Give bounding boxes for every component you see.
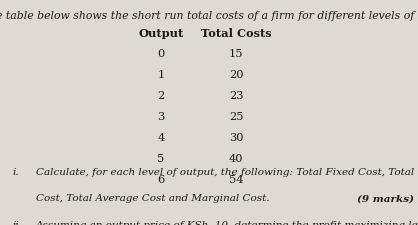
Text: 54: 54 bbox=[229, 175, 243, 184]
Text: 20: 20 bbox=[229, 70, 243, 80]
Text: 15: 15 bbox=[229, 49, 243, 59]
Text: 5: 5 bbox=[157, 154, 165, 164]
Text: i.: i. bbox=[13, 168, 19, 177]
Text: 6: 6 bbox=[157, 175, 165, 184]
Text: 23: 23 bbox=[229, 91, 243, 101]
Text: Total Costs: Total Costs bbox=[201, 28, 271, 39]
Text: (9 marks): (9 marks) bbox=[357, 194, 414, 202]
Text: 30: 30 bbox=[229, 133, 243, 143]
Text: 40: 40 bbox=[229, 154, 243, 164]
Text: 25: 25 bbox=[229, 112, 243, 122]
Text: 1: 1 bbox=[157, 70, 165, 80]
Text: Output: Output bbox=[138, 28, 184, 39]
Text: 3: 3 bbox=[157, 112, 165, 122]
Text: a)  The table below shows the short run total costs of a firm for different leve: a) The table below shows the short run t… bbox=[0, 10, 418, 21]
Text: Cost, Total Average Cost and Marginal Cost.: Cost, Total Average Cost and Marginal Co… bbox=[36, 194, 269, 202]
Text: 4: 4 bbox=[157, 133, 165, 143]
Text: Calculate, for each level of output, the following: Total Fixed Cost, Total Vari: Calculate, for each level of output, the… bbox=[36, 168, 418, 177]
Text: 0: 0 bbox=[157, 49, 165, 59]
Text: 2: 2 bbox=[157, 91, 165, 101]
Text: Assuming an output price of KSh. 10, determine the profit maximizing level of ou: Assuming an output price of KSh. 10, det… bbox=[36, 220, 418, 225]
Text: ii.: ii. bbox=[13, 220, 23, 225]
